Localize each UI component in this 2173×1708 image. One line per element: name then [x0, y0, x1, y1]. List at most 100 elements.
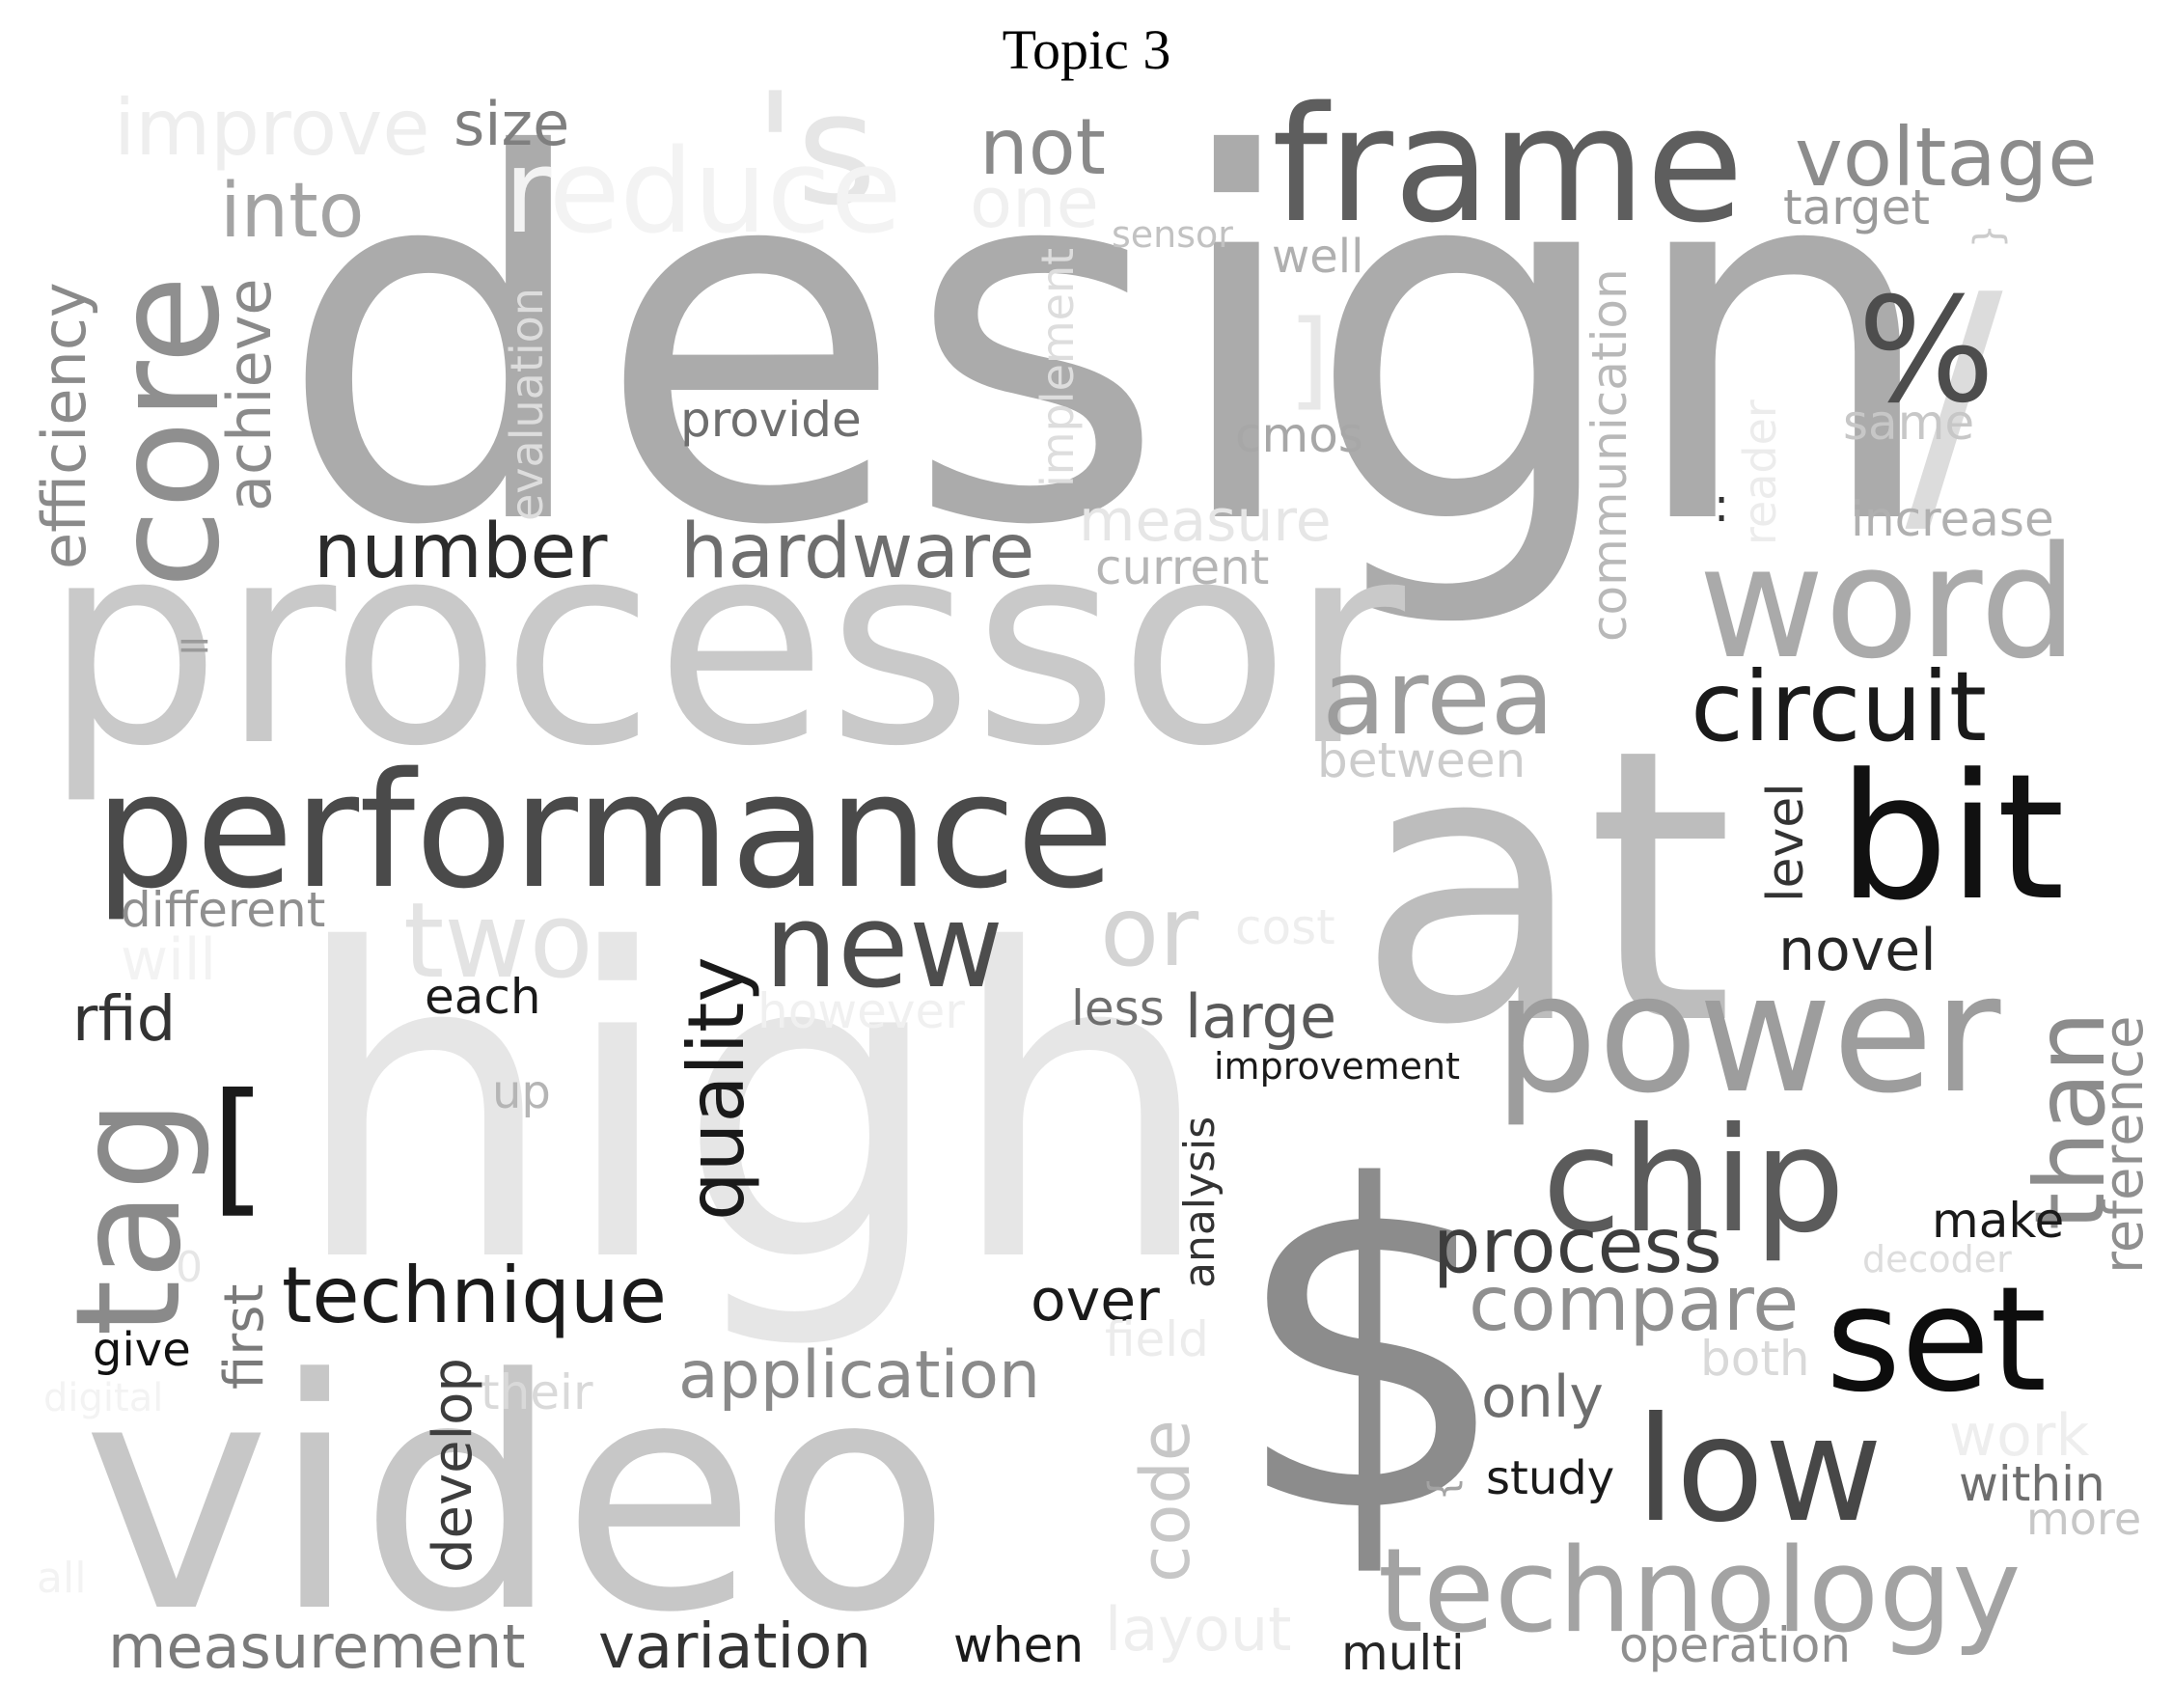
word-area: area — [1322, 638, 1554, 758]
word-video: video — [82, 1311, 951, 1682]
word-compare: compare — [1469, 1261, 1799, 1348]
word-field: field — [1105, 1311, 1209, 1367]
word-all: all — [37, 1554, 86, 1603]
word-number: number — [314, 509, 608, 595]
word-percent: % — [1857, 267, 1995, 435]
word-than: than — [2014, 1011, 2127, 1230]
word-circuit: circuit — [1691, 650, 1987, 763]
word-more: more — [2026, 1493, 2141, 1545]
word-layout: layout — [1105, 1594, 1291, 1665]
word-communication: communication — [1582, 268, 1637, 642]
word-multi: multi — [1341, 1625, 1465, 1681]
word-however: however — [757, 983, 965, 1039]
word-quality: quality — [672, 956, 761, 1221]
word-efficiency: efficiency — [29, 282, 99, 569]
word-new: new — [764, 880, 1004, 1014]
word-achieve: achieve — [214, 278, 285, 511]
word-current: current — [1095, 539, 1269, 595]
word-zero: 0 — [176, 1243, 203, 1292]
word-level: level — [1757, 783, 1815, 902]
word-set: set — [1826, 1256, 2047, 1424]
word-application: application — [678, 1337, 1040, 1414]
word-high: high — [289, 861, 1215, 1355]
word-measure: measure — [1079, 487, 1332, 555]
word-make: make — [1932, 1193, 2064, 1249]
word-novel: novel — [1778, 917, 1937, 984]
word-tag: tag — [45, 1099, 213, 1336]
word-their: their — [481, 1364, 593, 1420]
word-study: study — [1486, 1451, 1614, 1505]
word-not: not — [979, 102, 1106, 192]
word-well: well — [1272, 230, 1363, 284]
word-design: design — [278, 50, 1942, 635]
word-performance: performance — [95, 738, 1114, 923]
word-each: each — [425, 969, 541, 1025]
word-bit: bit — [1838, 737, 2065, 939]
word-both: both — [1700, 1331, 1810, 1387]
word-within: within — [1959, 1456, 2105, 1512]
word-implement: implement — [1031, 248, 1084, 487]
word-core: core — [84, 275, 252, 589]
word-analysis: analysis — [1175, 1116, 1224, 1288]
word-up: up — [492, 1065, 551, 1119]
word-develop: develop — [422, 1358, 484, 1573]
word-improvement: improvement — [1214, 1045, 1460, 1088]
word-close-brace: } — [1423, 1476, 1468, 1501]
word-into: into — [220, 168, 364, 255]
word-technology: technology — [1378, 1525, 2021, 1659]
word-one: one — [970, 162, 1099, 243]
word-different: different — [121, 882, 325, 938]
word-decoder: decoder — [1862, 1238, 2012, 1281]
word-reduce: reduce — [504, 125, 902, 260]
word-technique: technique — [282, 1251, 667, 1340]
word-only: only — [1481, 1364, 1604, 1431]
word-voltage: voltage — [1795, 110, 2098, 205]
word-same: same — [1843, 395, 1974, 451]
word-low: low — [1636, 1387, 1883, 1555]
word-open-bracket: [ — [210, 1063, 267, 1231]
word-hardware: hardware — [680, 509, 1034, 595]
word-over: over — [1031, 1267, 1160, 1335]
word-equals: = — [177, 620, 212, 670]
word-evaluation: evaluation — [501, 288, 553, 521]
word-chip: chip — [1542, 1097, 1845, 1265]
word-when: when — [953, 1617, 1084, 1673]
chart-title: Topic 3 — [1002, 18, 1171, 81]
word-cost: cost — [1235, 899, 1335, 955]
word-slash: / — [1905, 234, 2004, 570]
word-apostrophe-s: 's — [754, 59, 876, 239]
word-work: work — [1949, 1402, 2089, 1470]
word-reader: reader — [1734, 399, 1786, 545]
word-will: will — [121, 926, 216, 994]
word-measurement: measurement — [108, 1612, 526, 1682]
word-sensor: sensor — [1112, 213, 1233, 256]
word-large: large — [1185, 981, 1336, 1052]
word-at: at — [1356, 669, 1734, 1107]
word-improve: improve — [114, 83, 430, 173]
word-target: target — [1783, 179, 1930, 235]
word-variation: variation — [598, 1612, 871, 1683]
word-reference: reference — [2093, 1016, 2156, 1274]
word-two: two — [403, 881, 593, 1002]
word-digital: digital — [43, 1376, 163, 1420]
word-cmos: cmos — [1235, 407, 1363, 463]
word-close-bracket: ] — [1288, 297, 1330, 421]
word-increase: increase — [1851, 491, 2054, 547]
word-code: code — [1126, 1419, 1205, 1583]
word-process: process — [1433, 1203, 1722, 1290]
word-rfid: rfid — [72, 984, 176, 1056]
word-provide: provide — [680, 392, 862, 448]
word-colon: : — [1714, 479, 1729, 533]
word-power: power — [1494, 939, 2001, 1130]
word-word: word — [1698, 512, 2077, 693]
word-or: or — [1100, 875, 1199, 988]
word-first: first — [213, 1284, 276, 1390]
word-give: give — [93, 1323, 191, 1377]
word-operation: operation — [1619, 1617, 1851, 1673]
word-dollar: $ — [1230, 1094, 1513, 1611]
word-open-brace: { — [1968, 224, 2013, 248]
word-processor: processor — [43, 482, 1408, 808]
word-between: between — [1317, 732, 1526, 788]
word-less: less — [1071, 980, 1165, 1036]
